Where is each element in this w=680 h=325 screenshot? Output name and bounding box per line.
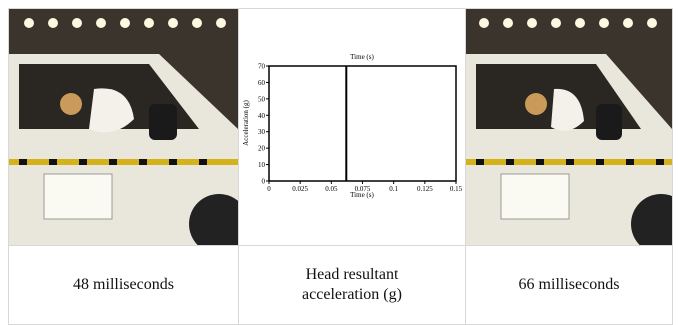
photo-48ms (9, 9, 238, 245)
x-tick-label: 0.125 (417, 185, 433, 193)
chart: Time (s) Time (s) Acceleration (g) 01020… (239, 9, 465, 245)
caption: 66 milliseconds (465, 245, 673, 325)
photo-cell (465, 8, 673, 246)
y-tick-label: 10 (258, 161, 266, 169)
x-tick-label: 0.05 (325, 185, 338, 193)
photo-66ms (466, 9, 672, 245)
x-tick-label: 0.1 (389, 185, 398, 193)
x-tick-label: 0.025 (292, 185, 308, 193)
x-tick-label: 0 (267, 185, 271, 193)
y-tick-label: 70 (258, 63, 266, 71)
x-tick-label: 0.075 (355, 185, 371, 193)
photo-cell (8, 8, 239, 246)
plot-frame (269, 66, 456, 181)
x-tick-label: 0.15 (450, 185, 463, 193)
chart-title: Time (s) (350, 53, 374, 61)
y-tick-label: 40 (258, 112, 266, 120)
y-tick-label: 60 (258, 79, 266, 87)
y-axis-label: Acceleration (g) (242, 99, 250, 145)
caption: Head resultant acceleration (g) (238, 245, 466, 325)
y-tick-label: 20 (258, 145, 266, 153)
caption: 48 milliseconds (8, 245, 239, 325)
y-tick-label: 50 (258, 95, 266, 103)
y-tick-label: 30 (258, 128, 266, 136)
y-tick-label: 0 (262, 178, 266, 186)
